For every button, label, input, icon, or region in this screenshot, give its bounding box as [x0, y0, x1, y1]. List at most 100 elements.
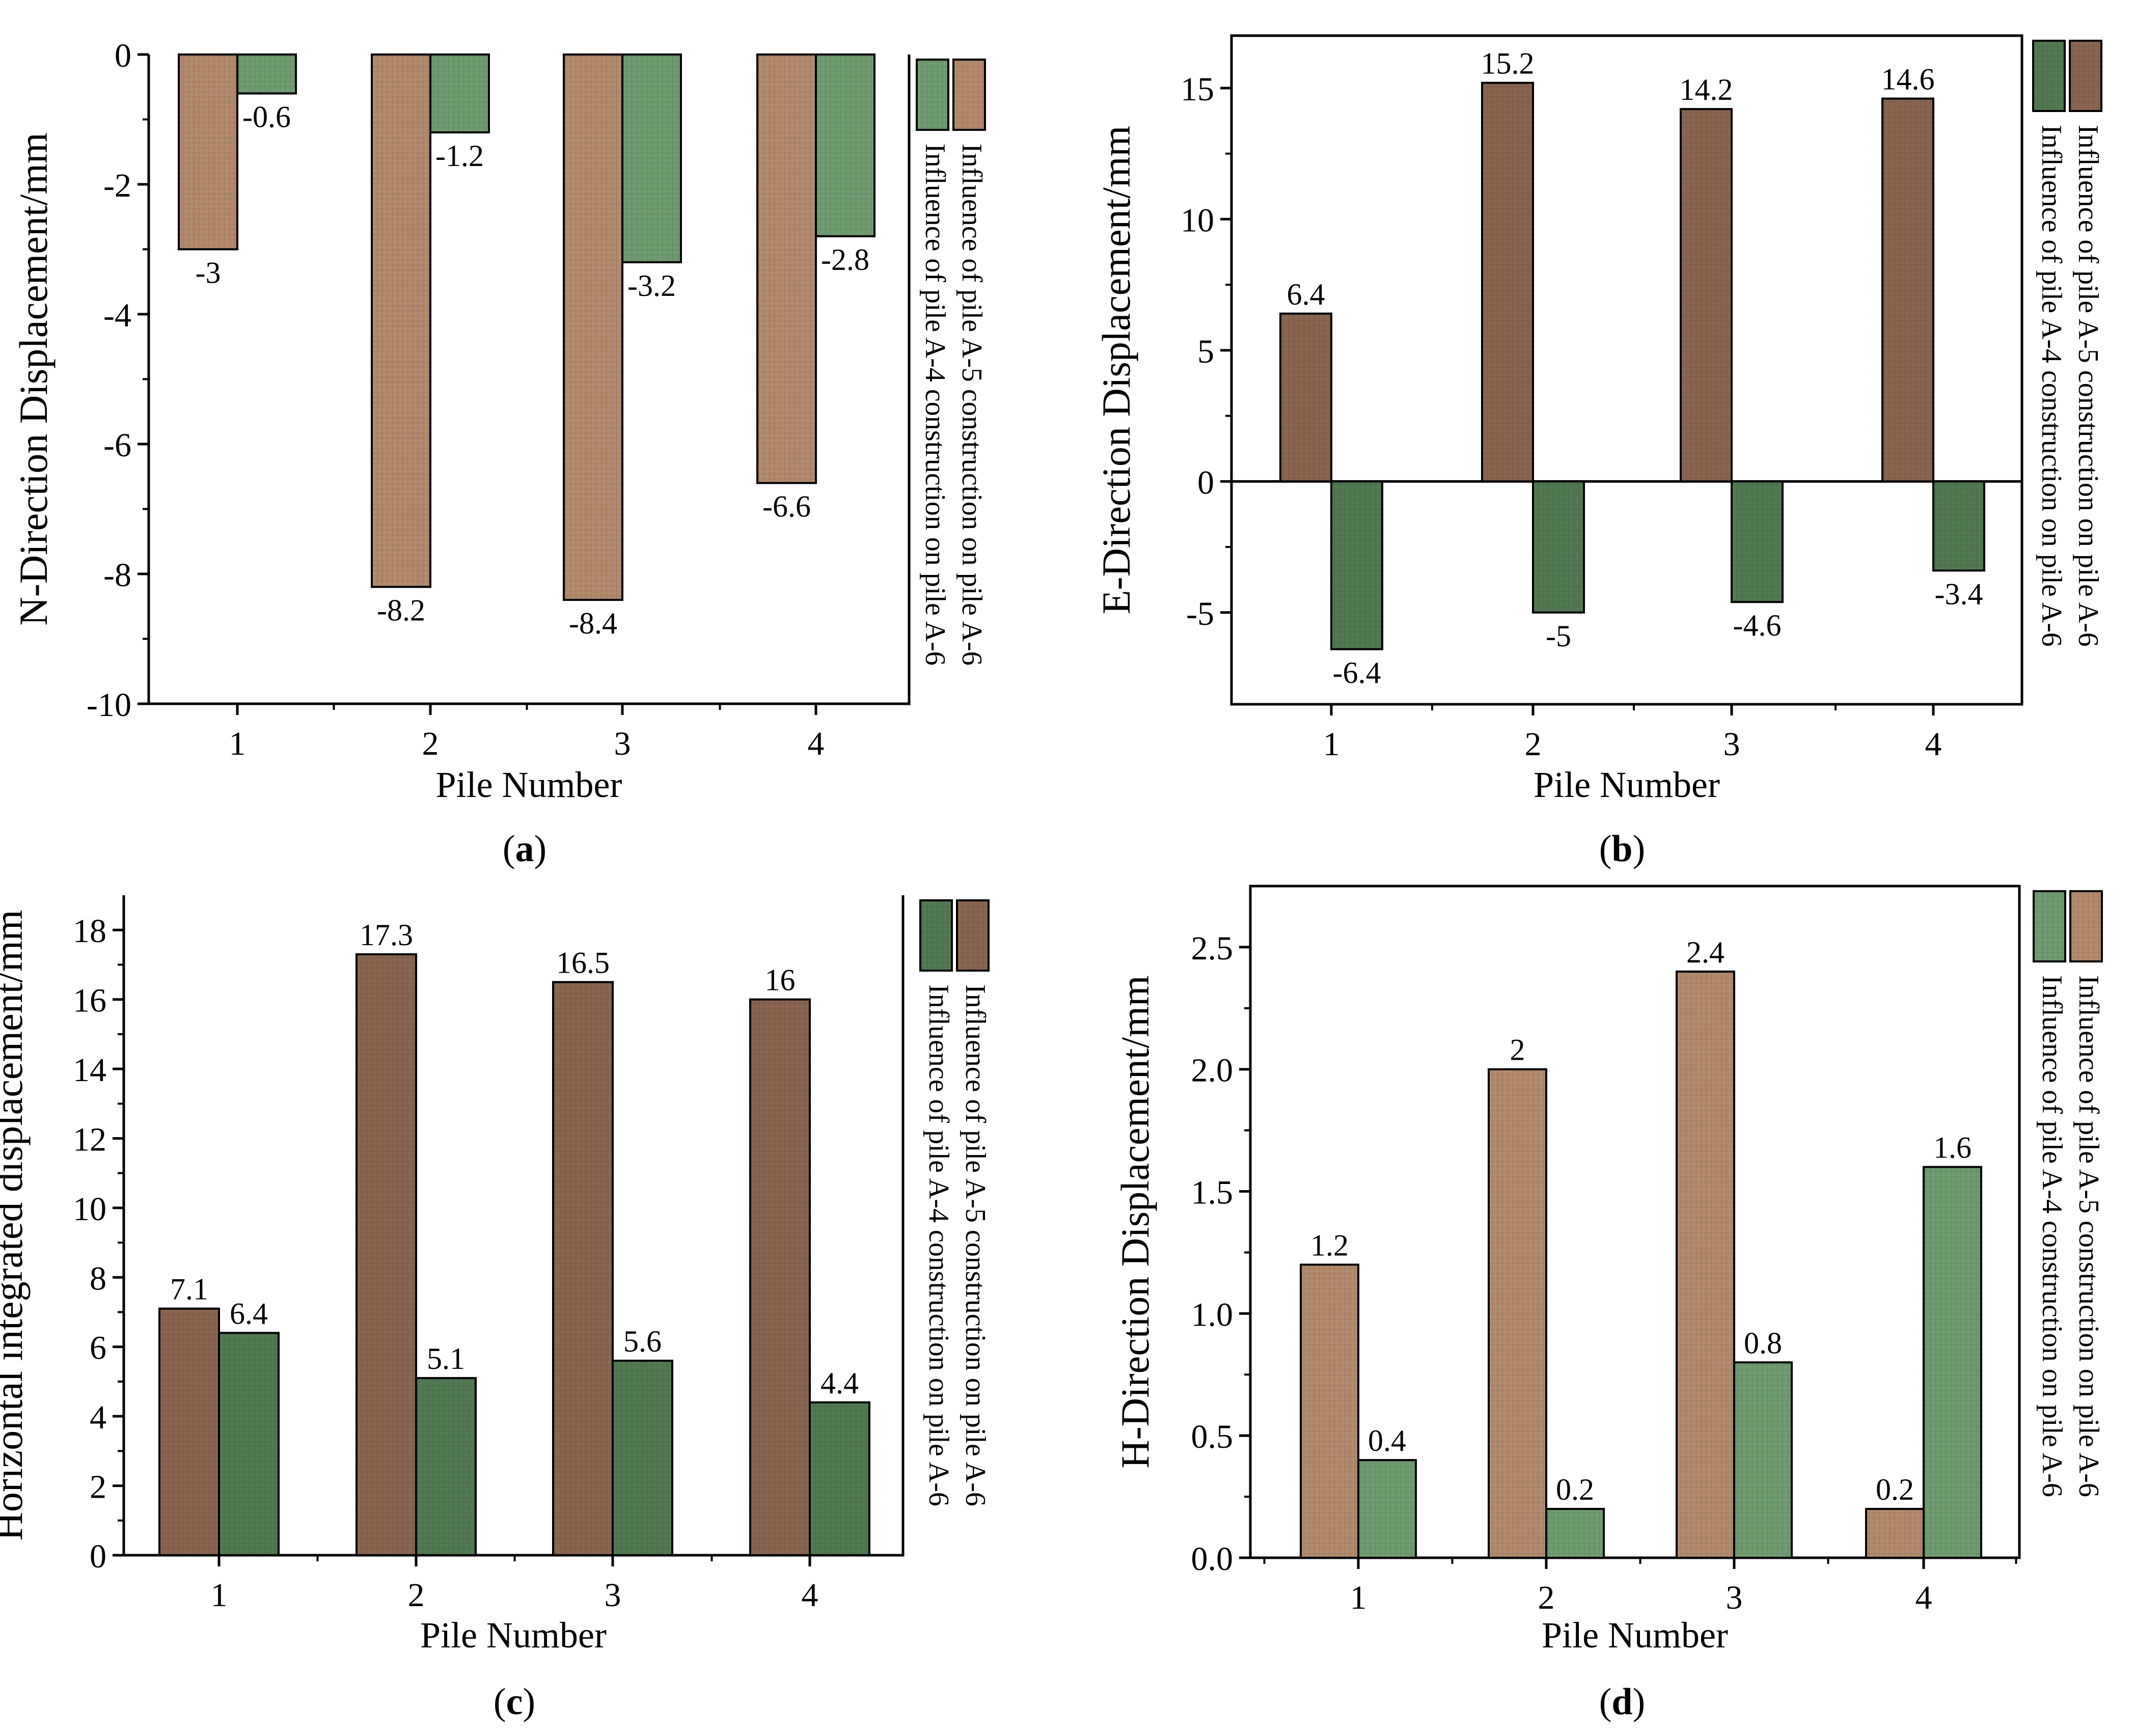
- bar-outline: [1279, 312, 1332, 483]
- chart-d: 0.0 0.5 1.0 1.5 2.0 2.5 1 2 3 4 Pile Number H-Direc…: [1113, 885, 2104, 1656]
- bar-outline: [1488, 1068, 1547, 1559]
- bar-outline: [809, 1401, 870, 1557]
- bar-outline: [1733, 1361, 1793, 1559]
- y-tick-label: 10: [1181, 202, 1214, 239]
- legend-swatch-outline: [2069, 40, 2102, 112]
- bar-value-label: -6.4: [1333, 656, 1381, 690]
- bar-outline: [1545, 1508, 1605, 1559]
- bar-value-label: 6.4: [1287, 278, 1325, 311]
- bar-value-label: -2.8: [821, 243, 869, 277]
- y-tick-label: 8: [90, 1260, 106, 1297]
- bar-value-label: 0.4: [1368, 1424, 1406, 1457]
- bar-outline: [621, 53, 682, 263]
- bar-value-label: 6.4: [230, 1297, 268, 1330]
- y-tick-label: 18: [73, 913, 106, 950]
- x-tick-label: 1: [211, 1577, 228, 1614]
- legend-swatch-outline: [952, 59, 986, 131]
- bar-value-label: 0.2: [1876, 1473, 1914, 1506]
- bar-outline: [158, 1307, 220, 1557]
- x-tick-label: 3: [605, 1577, 621, 1614]
- y-tick-label: 2: [90, 1469, 106, 1506]
- bar-value-label: -8.4: [569, 607, 617, 640]
- bar-outline: [1932, 480, 1985, 572]
- bar-value-label: -8.2: [377, 594, 425, 627]
- y-tick-label: 0: [115, 37, 131, 74]
- y-tick-label: -10: [87, 686, 131, 724]
- x-tick-label: 3: [614, 725, 631, 762]
- y-axis-label: N-Direction Displacement/mm: [11, 132, 56, 625]
- x-tick-label: 2: [422, 725, 439, 762]
- y-tick-label: 2.5: [1191, 930, 1234, 967]
- bar-outline: [1881, 97, 1934, 483]
- y-tick-label: -6: [103, 427, 131, 464]
- bar-outline: [1923, 1166, 1982, 1559]
- x-tick-label: 1: [1323, 726, 1340, 763]
- caption-c: (c): [493, 1681, 536, 1723]
- legend-swatch-outline: [919, 899, 953, 972]
- y-tick-label: 4: [90, 1399, 106, 1436]
- bar-value-label: 17.3: [360, 918, 413, 952]
- bar-outline: [1357, 1459, 1417, 1559]
- y-tick-label: 14: [73, 1052, 106, 1089]
- bar-outline: [1300, 1263, 1359, 1559]
- x-tick-label: 3: [1723, 726, 1740, 763]
- bar-value-label: 0.2: [1556, 1473, 1594, 1506]
- bar-outline: [749, 998, 811, 1556]
- y-tick-label: 0.0: [1191, 1540, 1234, 1578]
- bar-value-label: -3.4: [1935, 577, 1983, 611]
- bar-outline: [815, 53, 875, 237]
- bar-value-label: 4.4: [820, 1366, 859, 1400]
- bar-value-label: 2: [1510, 1033, 1525, 1067]
- y-axis-label: Horizontal integrated displacement/mm: [0, 910, 31, 1541]
- chart-a: 0 -2 -4 -6 -8 -10 1 2 3 4 Pile Number N-Direction D…: [11, 37, 988, 805]
- legend-entry: Influence of pile A-5 construction on pi…: [2072, 125, 2104, 647]
- caption-b: (b): [1599, 828, 1646, 870]
- bar-outline: [415, 1377, 477, 1556]
- legend-entry: Influence of pile A-5 construction on pi…: [956, 144, 988, 666]
- legend-entry: Influence of pile A-4 construction on pi…: [923, 984, 954, 1506]
- bar-outline: [552, 981, 614, 1556]
- legend-entry: Influence of pile A-4 construction on pi…: [2036, 975, 2068, 1497]
- x-tick-label: 2: [1525, 726, 1542, 763]
- bar-value-label: -4.6: [1733, 609, 1782, 642]
- x-tick-label: 4: [802, 1577, 818, 1614]
- bar-outline: [612, 1360, 673, 1556]
- bar-outline: [563, 53, 623, 601]
- bar-value-label: -3.2: [627, 269, 676, 302]
- x-axis-label: Pile Number: [420, 1615, 607, 1656]
- y-tick-label: 16: [73, 982, 106, 1019]
- bar-outline: [1330, 480, 1383, 650]
- x-tick-label: 1: [229, 725, 246, 762]
- bar-outline: [1731, 480, 1784, 603]
- x-tick-label: 2: [408, 1577, 425, 1614]
- y-tick-label: -8: [103, 557, 131, 594]
- y-tick-label: 6: [90, 1330, 106, 1367]
- y-tick-label: 0: [90, 1538, 106, 1575]
- x-axis-label: Pile Number: [1534, 764, 1720, 805]
- bar-outline: [355, 953, 417, 1556]
- y-tick-label: 10: [73, 1191, 106, 1228]
- x-tick-label: 1: [1350, 1579, 1367, 1616]
- y-axis-label: E-Direction Displacement/mm: [1094, 126, 1138, 615]
- bar-outline: [371, 53, 431, 588]
- y-tick-label: 1.5: [1191, 1174, 1234, 1211]
- bar-value-label: 16.5: [556, 946, 610, 980]
- bar-outline: [756, 53, 817, 484]
- x-tick-label: 4: [1915, 1579, 1932, 1616]
- legend-swatch-outline: [2069, 890, 2103, 962]
- bar-outline: [218, 1332, 280, 1556]
- y-tick-label: -4: [103, 297, 131, 334]
- bar-value-label: 14.6: [1881, 63, 1935, 96]
- x-axis-label: Pile Number: [436, 764, 622, 805]
- bar-outline: [1676, 970, 1735, 1559]
- bar-outline: [178, 53, 238, 251]
- bar-value-label: -3: [196, 256, 221, 290]
- caption-a: (a): [502, 828, 547, 870]
- y-tick-label: 2.0: [1191, 1052, 1234, 1089]
- y-tick-label: 1.0: [1191, 1296, 1234, 1333]
- bar-outline: [1532, 480, 1585, 614]
- bar-value-label: -5: [1546, 619, 1571, 653]
- y-tick-label: 0.5: [1191, 1418, 1234, 1455]
